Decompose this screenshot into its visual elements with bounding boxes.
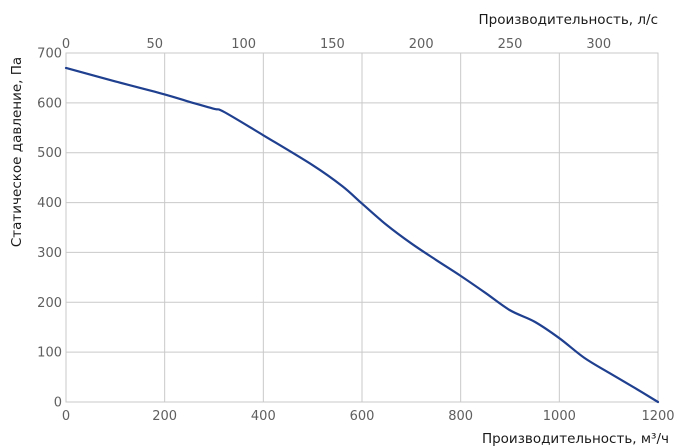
y-axis-tick-labels: 0 100 200 300 400 500 600 700 [37,47,62,411]
y-axis-title: Статическое давление, Па [9,57,25,247]
y-tick-label: 500 [37,146,62,161]
x-bottom-tick-label: 200 [152,409,177,424]
x-bottom-tick-label: 0 [62,409,70,424]
x-bottom-tick-label: 1200 [641,409,674,424]
pressure-curve-line [64,66,660,404]
x-top-tick-label: 200 [409,37,434,52]
y-tick-label: 400 [37,196,62,211]
x-top-axis-tick-labels: 0 50 100 150 200 250 300 [62,37,611,52]
x-bottom-tick-label: 600 [350,409,375,424]
x-top-tick-label: 50 [147,37,164,52]
y-tick-label: 700 [37,47,62,62]
x-bottom-axis-tick-labels: 0 200 400 600 800 1000 1200 [62,409,675,424]
y-tick-label: 300 [37,246,62,261]
x-top-tick-label: 0 [62,37,70,52]
x-bottom-tick-label: 800 [448,409,473,424]
x-top-tick-label: 300 [586,37,611,52]
x-top-tick-label: 100 [231,37,256,52]
y-tick-label: 200 [37,296,62,311]
x-bottom-axis-title: Производительность, м³/ч [482,431,669,447]
x-bottom-tick-label: 400 [251,409,276,424]
plot-area-frame [65,52,659,403]
x-top-tick-label: 250 [498,37,523,52]
x-bottom-tick-label: 1000 [543,409,576,424]
x-gridlines [65,53,659,402]
y-tick-label: 100 [37,346,62,361]
y-tick-label: 600 [37,96,62,111]
x-top-axis-title: Производительность, л/с [478,12,658,28]
x-top-tick-label: 150 [320,37,345,52]
y-tick-label: 0 [54,396,62,411]
